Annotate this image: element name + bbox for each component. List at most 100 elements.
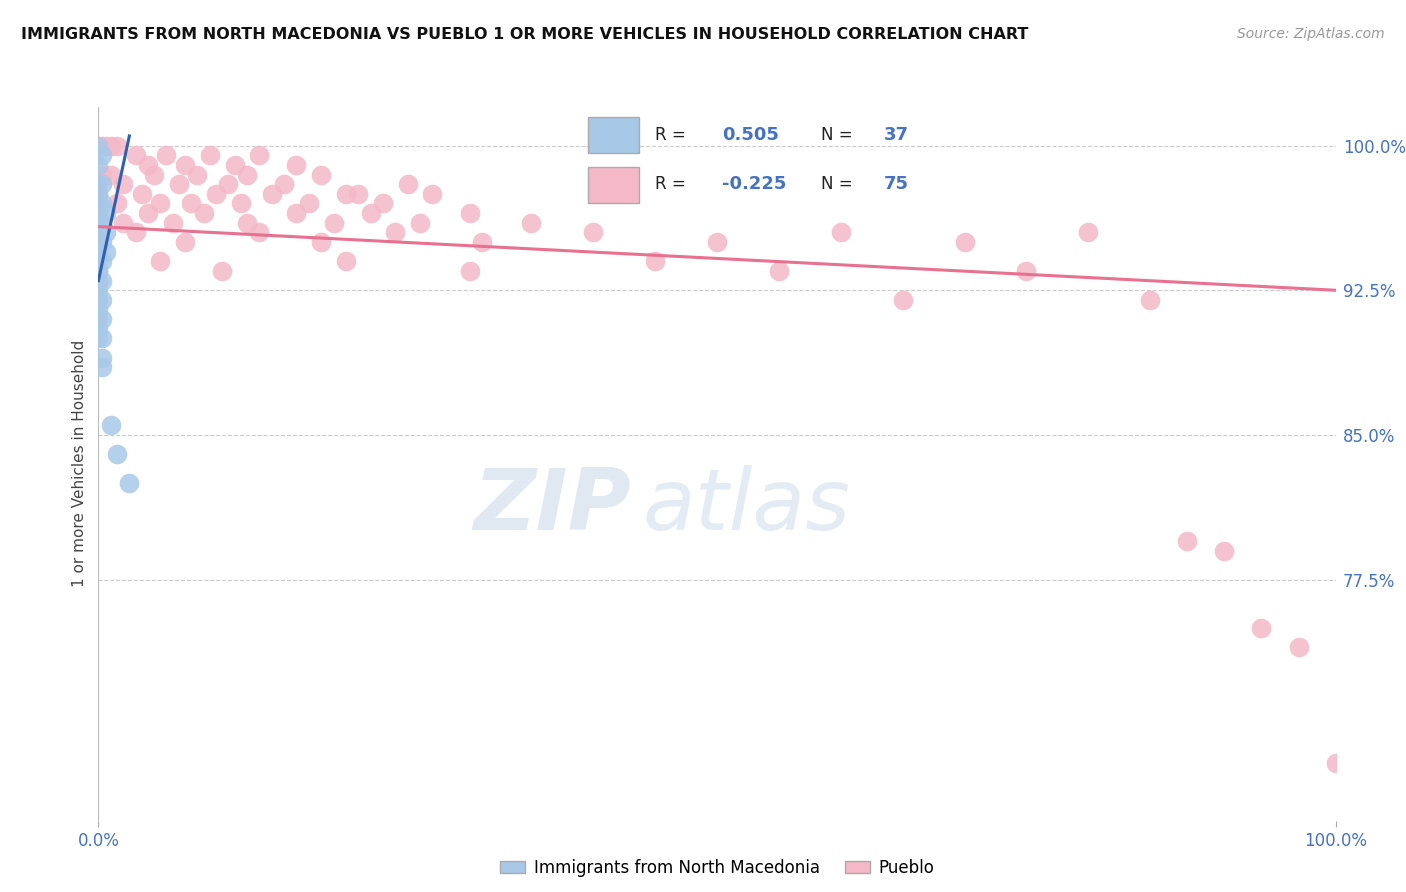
- Text: 37: 37: [883, 126, 908, 144]
- Point: [136, 206, 159, 220]
- Point: [644, 254, 666, 268]
- Point: [87, 206, 110, 220]
- Text: 0.505: 0.505: [723, 126, 779, 144]
- Point: [273, 177, 295, 191]
- Point: [87, 274, 110, 288]
- Point: [384, 226, 406, 240]
- Point: [180, 196, 202, 211]
- Point: [94, 226, 117, 240]
- Point: [706, 235, 728, 249]
- Legend: Immigrants from North Macedonia, Pueblo: Immigrants from North Macedonia, Pueblo: [494, 853, 941, 884]
- Point: [87, 293, 110, 307]
- Point: [87, 264, 110, 278]
- Text: R =: R =: [655, 126, 692, 144]
- Point: [162, 216, 184, 230]
- Point: [118, 476, 141, 491]
- Point: [87, 283, 110, 297]
- Point: [91, 216, 114, 230]
- Point: [87, 302, 110, 317]
- Point: [335, 186, 357, 201]
- Point: [124, 226, 146, 240]
- Point: [91, 196, 114, 211]
- Point: [87, 244, 110, 259]
- Point: [768, 264, 790, 278]
- Point: [1288, 640, 1310, 654]
- Point: [105, 138, 128, 153]
- Point: [91, 360, 114, 375]
- Point: [520, 216, 543, 230]
- Point: [247, 226, 270, 240]
- Text: N =: N =: [821, 175, 858, 193]
- Point: [105, 447, 128, 461]
- Text: IMMIGRANTS FROM NORTH MACEDONIA VS PUEBLO 1 OR MORE VEHICLES IN HOUSEHOLD CORREL: IMMIGRANTS FROM NORTH MACEDONIA VS PUEBL…: [21, 27, 1028, 42]
- Point: [1213, 543, 1236, 558]
- Point: [91, 312, 114, 326]
- Text: -0.225: -0.225: [723, 175, 786, 193]
- Point: [224, 158, 246, 172]
- Point: [91, 138, 114, 153]
- Point: [91, 293, 114, 307]
- Point: [124, 148, 146, 162]
- Point: [229, 196, 252, 211]
- Point: [112, 177, 135, 191]
- Point: [285, 158, 308, 172]
- Point: [309, 235, 332, 249]
- Point: [91, 351, 114, 365]
- Point: [217, 177, 239, 191]
- Point: [87, 254, 110, 268]
- Point: [87, 235, 110, 249]
- Point: [91, 177, 114, 191]
- Point: [193, 206, 215, 220]
- Point: [94, 206, 117, 220]
- Point: [309, 168, 332, 182]
- Point: [205, 186, 228, 201]
- Point: [87, 235, 110, 249]
- Point: [285, 206, 308, 220]
- Point: [87, 331, 110, 345]
- Point: [100, 168, 122, 182]
- Point: [260, 186, 283, 201]
- Point: [87, 312, 110, 326]
- Point: [136, 158, 159, 172]
- Point: [87, 264, 110, 278]
- Point: [211, 264, 233, 278]
- Point: [94, 138, 117, 153]
- Text: ZIP: ZIP: [472, 465, 630, 549]
- Point: [155, 148, 177, 162]
- Point: [91, 148, 114, 162]
- Point: [360, 206, 382, 220]
- Point: [105, 196, 128, 211]
- Point: [458, 264, 481, 278]
- Point: [247, 148, 270, 162]
- Point: [347, 186, 370, 201]
- Point: [1139, 293, 1161, 307]
- Point: [582, 226, 605, 240]
- Point: [1077, 226, 1099, 240]
- Point: [87, 206, 110, 220]
- Point: [236, 216, 259, 230]
- FancyBboxPatch shape: [588, 117, 640, 153]
- Point: [1250, 621, 1272, 635]
- Point: [149, 254, 172, 268]
- Point: [87, 138, 110, 153]
- Point: [91, 274, 114, 288]
- Y-axis label: 1 or more Vehicles in Household: 1 or more Vehicles in Household: [72, 340, 87, 588]
- Point: [87, 226, 110, 240]
- Point: [131, 186, 153, 201]
- Point: [422, 186, 444, 201]
- Text: Source: ZipAtlas.com: Source: ZipAtlas.com: [1237, 27, 1385, 41]
- Point: [322, 216, 344, 230]
- Text: R =: R =: [655, 175, 692, 193]
- Point: [87, 322, 110, 336]
- Point: [94, 244, 117, 259]
- Point: [1324, 756, 1347, 770]
- Point: [112, 216, 135, 230]
- Point: [458, 206, 481, 220]
- Point: [471, 235, 494, 249]
- Point: [167, 177, 190, 191]
- Point: [91, 235, 114, 249]
- Point: [371, 196, 394, 211]
- Point: [100, 138, 122, 153]
- Point: [91, 331, 114, 345]
- Point: [87, 196, 110, 211]
